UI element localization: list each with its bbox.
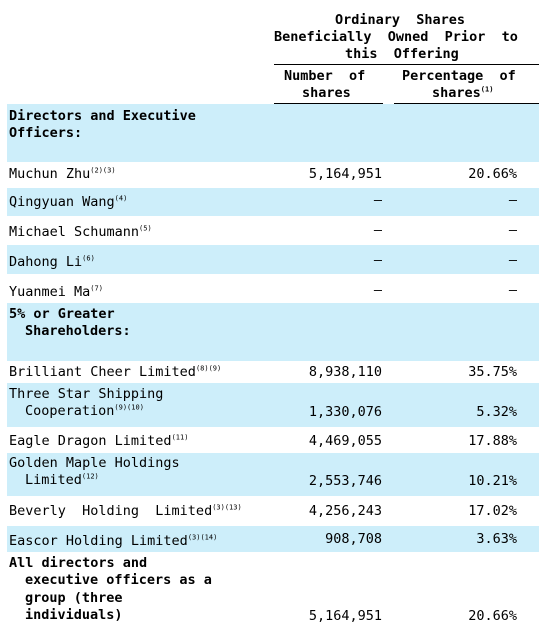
header-number-line1: Number of bbox=[284, 68, 366, 84]
row-percent: — bbox=[508, 192, 517, 208]
table-row bbox=[7, 188, 539, 216]
row-number: — bbox=[373, 192, 382, 208]
row-percent: — bbox=[508, 252, 517, 268]
section-shareholders-title-line1: 5% or Greater bbox=[9, 306, 115, 322]
row-number: 908,708 bbox=[325, 531, 382, 547]
section-directors-title-line2: Officers: bbox=[9, 125, 83, 141]
row-name: Muchun Zhu(2)(3) bbox=[9, 166, 116, 182]
row-number: — bbox=[373, 222, 382, 238]
total-label-line2: executive officers as a bbox=[25, 572, 212, 588]
row-number: 4,256,243 bbox=[308, 503, 382, 519]
section-shareholders-heading bbox=[7, 303, 539, 361]
row-name: Yuanmei Ma(7) bbox=[9, 284, 103, 300]
table-row bbox=[7, 453, 539, 496]
row-percent: 20.66% bbox=[468, 166, 517, 182]
header-number-underline bbox=[274, 103, 383, 104]
row-number: 2,553,746 bbox=[308, 473, 382, 489]
header-group-line1: Ordinary Shares bbox=[335, 12, 466, 28]
row-name: Qingyuan Wang(4) bbox=[9, 194, 128, 210]
section-directors-heading bbox=[7, 104, 539, 162]
row-percent: 10.21% bbox=[468, 473, 517, 489]
row-number: 4,469,055 bbox=[308, 433, 382, 449]
header-group-line3: this Offering bbox=[345, 46, 459, 62]
table-row bbox=[7, 245, 539, 274]
section-directors-title-line1: Directors and Executive bbox=[9, 108, 196, 124]
row-number: — bbox=[373, 282, 382, 298]
row-percent: — bbox=[508, 282, 517, 298]
row-name: Brilliant Cheer Limited(8)(9) bbox=[9, 364, 222, 380]
total-label-line1: All directors and bbox=[9, 555, 148, 571]
row-percent: — bbox=[508, 222, 517, 238]
row-percent: 17.88% bbox=[468, 433, 517, 449]
row-number: 8,938,110 bbox=[308, 364, 382, 380]
table-row bbox=[7, 383, 539, 427]
total-label-line3: group (three bbox=[25, 590, 123, 606]
header-percent-text: shares bbox=[432, 85, 481, 101]
row-name: Eascor Holding Limited(3)(14) bbox=[9, 533, 218, 549]
header-group-underline bbox=[274, 64, 539, 65]
header-percent-underline bbox=[394, 103, 539, 104]
row-percent: 3.63% bbox=[476, 531, 517, 547]
row-percent: 17.02% bbox=[468, 503, 517, 519]
row-name-continued: Cooperation(9)(10) bbox=[25, 403, 144, 419]
row-number: 5,164,951 bbox=[308, 166, 382, 182]
row-name: Michael Schumann(5) bbox=[9, 224, 152, 240]
header-number-line2: shares bbox=[302, 85, 351, 101]
row-name: Three Star Shipping bbox=[9, 386, 164, 402]
row-percent: 5.32% bbox=[476, 404, 517, 420]
header-group-line2: Beneficially Owned Prior to bbox=[274, 29, 518, 45]
total-percent: 20.66% bbox=[468, 608, 517, 624]
section-shareholders-title-line2: Shareholders: bbox=[25, 323, 131, 339]
row-percent: 35.75% bbox=[468, 364, 517, 380]
row-name: Beverly Holding Limited(3)(13) bbox=[9, 503, 242, 519]
row-name: Dahong Li(6) bbox=[9, 254, 95, 270]
row-name: Golden Maple Holdings bbox=[9, 455, 180, 471]
total-label-line4: individuals) bbox=[25, 607, 123, 623]
row-number: — bbox=[373, 252, 382, 268]
row-name: Eagle Dragon Limited(11) bbox=[9, 433, 189, 449]
header-percent-line2: shares(1) bbox=[432, 85, 493, 102]
table-row bbox=[7, 526, 539, 552]
total-number: 5,164,951 bbox=[308, 608, 382, 624]
row-number: 1,330,076 bbox=[308, 404, 382, 420]
header-percent-note: (1) bbox=[480, 85, 494, 94]
row-name-continued: Limited(12) bbox=[25, 472, 99, 488]
header-percent-line1: Percentage of bbox=[402, 68, 516, 84]
